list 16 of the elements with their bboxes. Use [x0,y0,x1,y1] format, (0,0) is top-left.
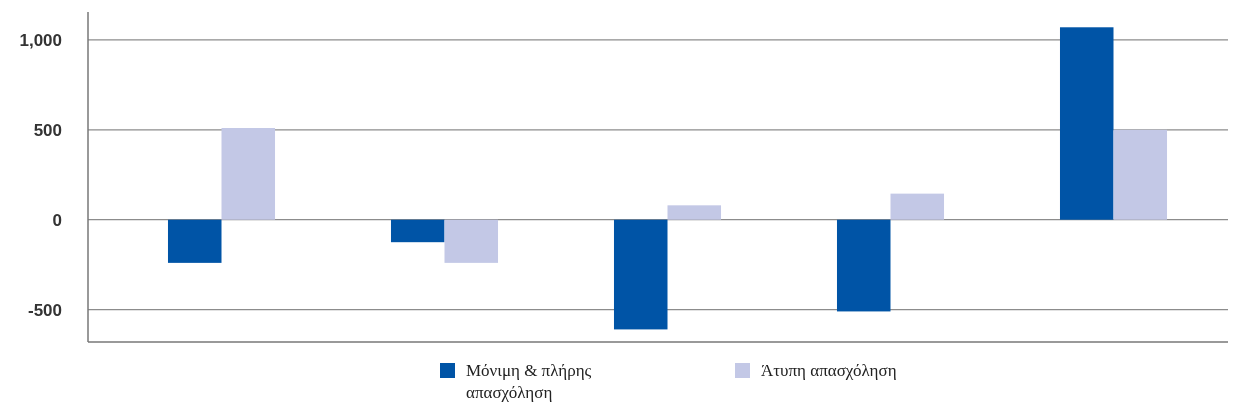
bar [836,219,891,312]
y-tick-label: 500 [33,120,62,140]
bar [221,128,276,220]
bar [167,219,222,263]
bar [890,193,945,220]
y-tick-label: 0 [52,210,62,230]
bar [390,219,445,243]
bar [1059,27,1114,220]
bar [667,205,722,220]
bar [1113,129,1168,220]
y-tick-label: 1,000 [19,30,62,50]
y-tick-label: -500 [27,300,62,320]
bar [444,219,499,263]
legend-label: Μόνιμη & πλήρης απασχόληση [466,361,592,402]
bar [613,219,668,330]
legend-label: Άτυπη απασχόληση [761,361,897,380]
